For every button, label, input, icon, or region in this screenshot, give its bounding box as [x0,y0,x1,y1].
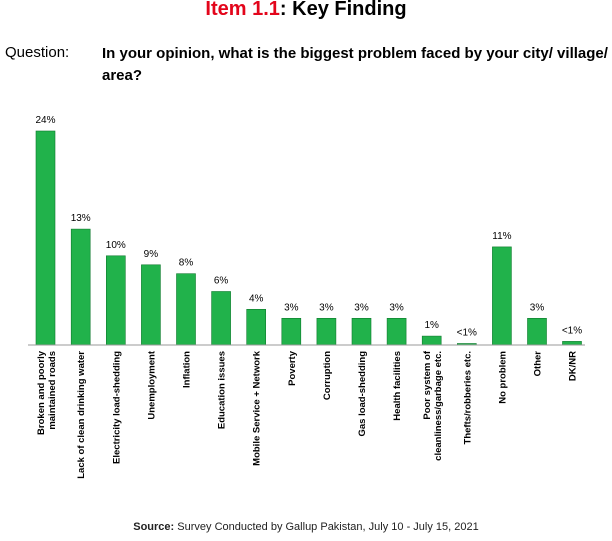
category-label: Gas load-shedding [357,351,368,437]
category-label: Inflation [182,351,193,388]
bar [141,264,161,346]
category-label: DK/NR [568,351,579,381]
category-label: Poverty [287,350,298,386]
category-label: Electricity load-shedding [111,351,122,464]
data-label: 3% [389,302,404,313]
data-label: 9% [144,249,159,260]
bar [562,341,582,346]
bar [492,246,512,346]
category-label: Unemployment [146,350,157,419]
data-label: 8% [179,258,194,269]
source-label: Source: [133,521,175,533]
data-label: 3% [354,302,369,313]
data-label: 24% [35,115,55,126]
data-label: 4% [249,293,264,304]
data-label: 3% [284,302,299,313]
bar [281,317,302,346]
category-label: Mobile Service + Network [252,350,263,466]
question-text: In your opinion, what is the biggest pro… [102,45,608,84]
data-label: 3% [319,302,334,313]
data-label: 13% [71,213,91,224]
data-label: <1% [457,328,477,339]
bar [70,228,91,346]
category-label: Broken and poorlymaintained roads [36,350,58,435]
labels-layer: 24% 13% 10% 9% 8% 6% 4% 3% 3% 3% 3% 1% <1% 11% 3% <1% [35,115,582,339]
category-labels-layer: Broken and poorlymaintained roads Lack of… [36,350,579,479]
category-label: Thefts/robberies etc. [462,351,473,444]
bar [176,273,196,346]
source-note: Source: Survey Conducted by Gallup Pakis… [0,521,612,533]
data-label: 6% [214,276,229,287]
bar [211,291,231,346]
bar [106,255,126,346]
category-label: Corruption [322,351,333,400]
category-label: Health facilities [392,351,403,421]
data-label: 3% [530,302,545,313]
bar [351,317,372,346]
bar [246,308,266,346]
data-label: <1% [562,325,582,336]
item-title: Key Finding [286,0,407,20]
question-label: Question: [5,44,70,61]
bar [316,317,337,346]
bar [386,317,407,346]
category-label: Other [533,351,544,377]
category-label: Poor system ofcleanliness/garbage etc. [422,350,444,461]
data-label: 1% [424,320,439,331]
data-label: 11% [492,231,511,242]
source-text: Survey Conducted by Gallup Pakistan, Jul… [174,521,479,533]
bar [527,317,547,346]
data-label: 10% [106,240,126,251]
bar [421,335,442,346]
item-number: Item 1.1 [205,0,280,20]
page-title: Item 1.1: Key Finding [0,0,612,22]
bar [35,130,56,346]
category-label: No problem [497,351,508,404]
item-separator: : [279,0,287,20]
category-label: Education issues [217,351,228,429]
bars-layer [35,130,582,346]
category-label: Lack of clean drinking water [76,351,87,479]
